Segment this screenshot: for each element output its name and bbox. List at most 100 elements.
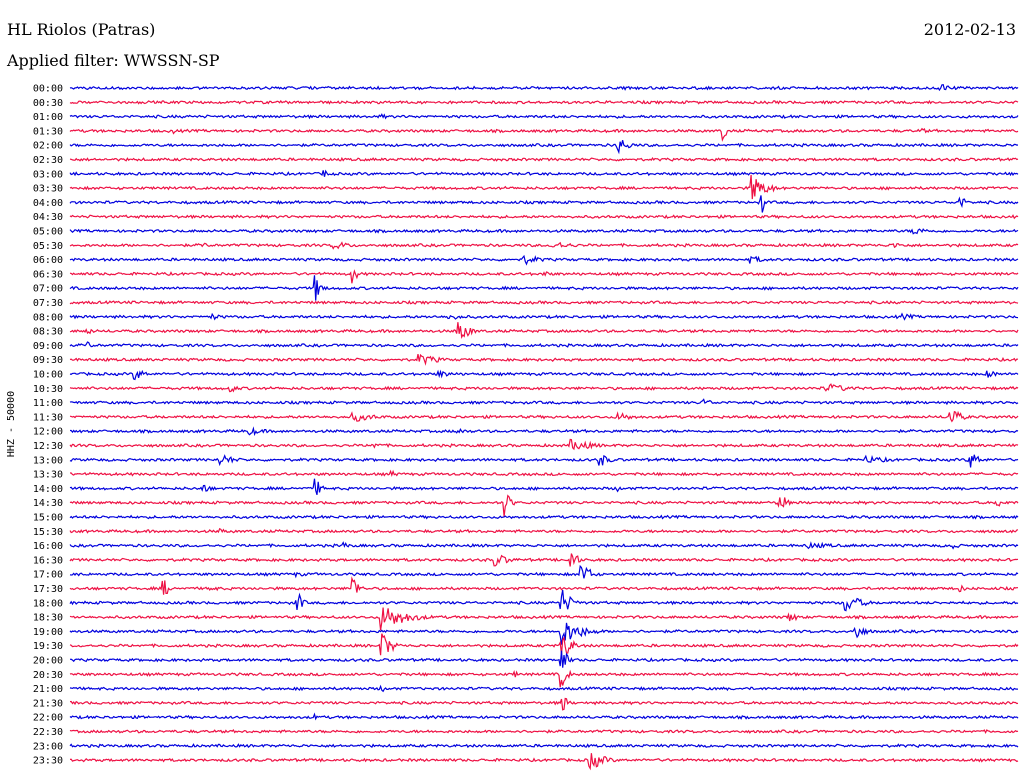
trace-line	[69, 113, 1019, 120]
row-time-label: 20:30	[33, 670, 63, 681]
trace-line	[69, 669, 1019, 688]
row-time-label: 03:30	[33, 184, 63, 195]
row-time-label: 23:00	[33, 741, 63, 752]
row-time-label: 21:30	[33, 698, 63, 709]
trace-line	[69, 341, 1019, 348]
y-axis-label: HHZ - 50000	[6, 391, 17, 457]
trace-line	[69, 299, 1019, 305]
trace-line	[69, 553, 1019, 567]
trace-line	[69, 607, 1019, 631]
filter-label: Applied filter: WWSSN-SP	[7, 51, 220, 70]
row-time-label: 05:00	[33, 227, 63, 238]
row-time-label: 17:30	[33, 584, 63, 595]
row-time-label: 00:00	[33, 84, 63, 95]
trace-line	[69, 589, 1019, 612]
trace-line	[69, 241, 1019, 250]
trace-line	[69, 622, 1019, 645]
row-time-label: 10:00	[33, 370, 63, 381]
trace-line	[69, 712, 1019, 721]
trace-line	[69, 541, 1019, 550]
row-time-label: 14:00	[33, 484, 63, 495]
trace-line	[69, 728, 1019, 734]
row-time-label: 05:30	[33, 241, 63, 252]
trace-line	[69, 353, 1019, 366]
row-time-label: 19:30	[33, 641, 63, 652]
trace-line	[69, 174, 1019, 200]
row-time-label: 13:00	[33, 455, 63, 466]
trace-line	[69, 269, 1019, 284]
row-time-label: 04:00	[33, 198, 63, 209]
row-time-label: 22:00	[33, 713, 63, 724]
row-time-label: 18:00	[33, 598, 63, 609]
row-time-label: 21:00	[33, 684, 63, 695]
trace-line	[69, 312, 1019, 321]
trace-line	[69, 275, 1019, 301]
row-time-label: 06:30	[33, 269, 63, 280]
row-time-label: 22:30	[33, 727, 63, 738]
trace-line	[69, 684, 1018, 693]
trace-line	[69, 169, 1019, 177]
row-time-label: 15:30	[33, 527, 63, 538]
row-time-label: 08:30	[33, 327, 63, 338]
trace-line	[69, 454, 1019, 468]
row-time-label: 09:30	[33, 355, 63, 366]
row-time-label: 04:30	[33, 212, 63, 223]
row-time-label: 12:00	[33, 427, 63, 438]
trace-line	[69, 564, 1019, 579]
trace-line	[69, 254, 1019, 266]
trace-line	[69, 697, 1019, 711]
row-time-label: 01:30	[33, 126, 63, 137]
row-time-label: 10:30	[33, 384, 63, 395]
row-time-label: 02:00	[33, 141, 63, 152]
row-time-label: 07:30	[33, 298, 63, 309]
row-time-label: 02:30	[33, 155, 63, 166]
station-title: HL Riolos (Patras)	[7, 20, 156, 39]
row-time-label: 19:00	[33, 627, 63, 638]
trace-line	[69, 650, 1019, 668]
trace-line	[69, 753, 1019, 771]
trace-line	[69, 383, 1019, 393]
trace-line	[70, 426, 1019, 437]
row-time-label: 15:00	[33, 513, 63, 524]
trace-line	[69, 84, 1019, 92]
row-time-label: 01:00	[33, 112, 63, 123]
trace-line	[69, 214, 1019, 220]
trace-line	[69, 478, 1019, 495]
row-time-label: 12:30	[33, 441, 63, 452]
trace-line	[69, 140, 1019, 155]
row-time-label: 11:00	[33, 398, 63, 409]
trace-line	[69, 195, 1019, 213]
row-time-label: 23:30	[33, 756, 63, 767]
trace-line	[69, 127, 1019, 142]
row-time-label: 11:30	[33, 412, 63, 423]
trace-line	[69, 633, 1019, 656]
row-time-label: 09:00	[33, 341, 63, 352]
trace-line	[69, 438, 1019, 451]
trace-line	[69, 369, 1019, 381]
trace-line	[70, 469, 1019, 477]
trace-line	[69, 156, 1019, 162]
row-time-label: 07:00	[33, 284, 63, 295]
row-time-label: 03:00	[33, 169, 63, 180]
row-time-label: 18:30	[33, 613, 63, 624]
trace-line	[69, 514, 1019, 520]
date-label: 2012-02-13	[923, 20, 1016, 39]
trace-line	[69, 322, 1019, 339]
trace-line	[69, 228, 1019, 235]
trace-line	[69, 527, 1019, 534]
row-time-label: 16:00	[33, 541, 63, 552]
trace-line	[69, 494, 1019, 517]
trace-line	[69, 398, 1019, 406]
trace-line	[69, 410, 1019, 423]
trace-line	[69, 99, 1019, 105]
row-time-label: 08:00	[33, 312, 63, 323]
row-time-label: 13:30	[33, 470, 63, 481]
row-time-label: 14:30	[33, 498, 63, 509]
trace-line	[69, 743, 1019, 749]
row-time-label: 20:00	[33, 656, 63, 667]
row-time-label: 00:30	[33, 98, 63, 109]
trace-line	[69, 576, 1018, 595]
row-time-label: 16:30	[33, 555, 63, 566]
row-time-label: 17:00	[33, 570, 63, 581]
